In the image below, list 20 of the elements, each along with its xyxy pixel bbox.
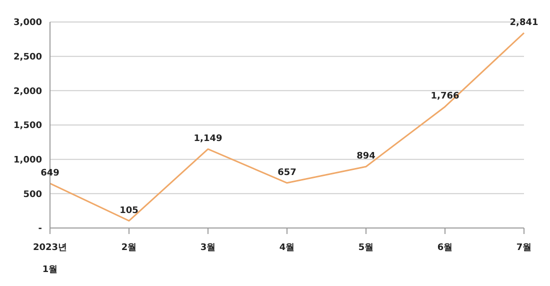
x-tick-label: 6월	[437, 243, 453, 253]
x-tick-label: 7월	[516, 243, 532, 253]
data-label: 1,149	[194, 134, 222, 144]
y-tick-label: 2,500	[14, 52, 42, 63]
y-tick-label: 500	[23, 190, 42, 200]
x-tick-label: 4월	[279, 243, 295, 253]
y-tick-label: -	[38, 224, 42, 234]
y-tick-label: 3,000	[14, 18, 42, 28]
x-tick-label: 5월	[358, 243, 374, 253]
data-label: 894	[356, 152, 376, 162]
x-tick-label: 3월	[200, 243, 216, 253]
category-label: 2023년 1월	[32, 243, 68, 275]
y-tick-label: 1,000	[14, 156, 42, 166]
y-tick-label: 1,500	[14, 121, 42, 132]
data-label: 657	[278, 168, 296, 178]
data-label: 649	[40, 168, 60, 178]
x-tick-label: 2월	[121, 243, 137, 253]
y-tick-label: 2,000	[14, 86, 42, 97]
data-label: 105	[120, 206, 138, 216]
data-label: 2,841	[510, 18, 538, 28]
